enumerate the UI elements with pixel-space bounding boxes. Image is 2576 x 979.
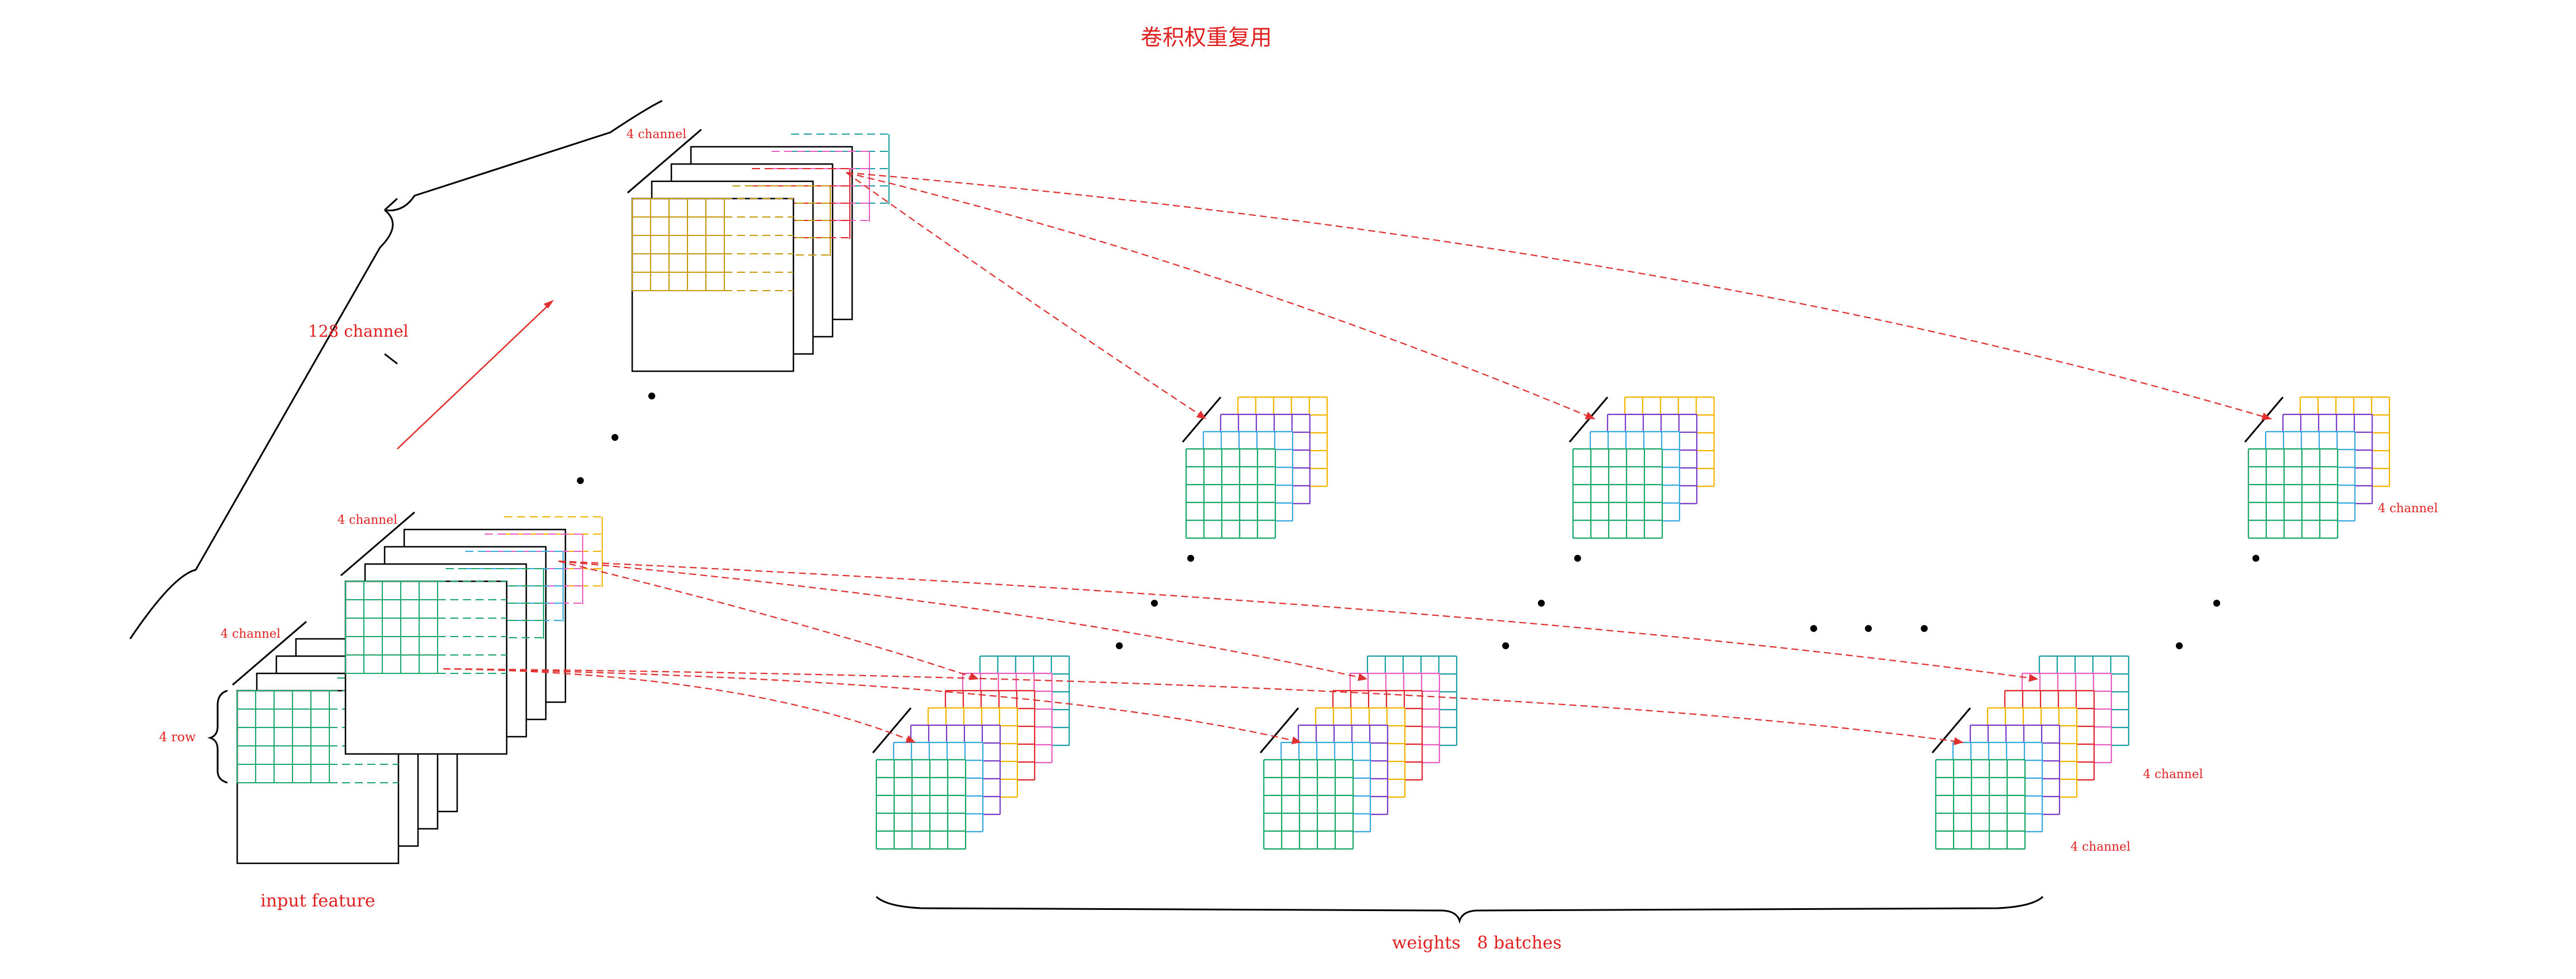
weight-grid [1263,759,1354,850]
weight-grid [1935,759,2026,850]
weight-grid [875,759,967,850]
label-128-channel: 128 channel [308,322,408,341]
weight-grid [2247,448,2339,539]
input-front-sheet [344,580,508,755]
weight-top-1 [1181,396,1328,539]
arrow-top-3 [846,172,2272,421]
ellipsis-dot [1574,555,1581,562]
weight-grid [1185,448,1276,539]
label-4-channel-d: 4 channel [2378,501,2438,515]
weight-bg [1264,760,1353,849]
row-brace [207,690,228,784]
ellipsis-dot [1865,625,1872,632]
ellipsis-dot [2176,642,2183,649]
weight-bg [1186,449,1275,538]
label-input-feature: input feature [260,891,375,911]
weight-bottom-2 [1259,655,1458,850]
arrow-front-3 [443,668,1964,745]
weight-top-2 [1568,396,1715,539]
input-group-top [627,128,890,372]
weight-bg [1573,449,1662,538]
ellipsis-dot [648,393,655,399]
weight-bottom-1 [872,655,1070,850]
input-grid [632,198,725,291]
label-4-channel-a: 4 channel [626,127,686,141]
channel-brace-128 [129,100,663,639]
ellipsis-dot [1151,600,1158,607]
ellipsis-dot [1810,625,1817,632]
weight-tensors [872,396,2391,850]
label-4-row: 4 row [159,730,196,745]
weight-bottom-3 [1931,655,2130,850]
ellipsis-dot [2252,555,2259,562]
weight-grid [1572,448,1663,539]
arrow-front-1 [443,668,916,744]
label-4-channel-e: 4 channel [2143,767,2203,781]
arrow-top-2 [846,172,1595,420]
input-grid [345,581,438,674]
input-front-sheet [631,197,795,372]
reuse-arrows [443,172,2272,745]
input-feature-groups [232,128,890,864]
arrow-mid-2 [558,560,1368,681]
weight-bg [876,760,966,849]
ellipsis-dot [1538,600,1545,607]
title: 卷积权重复用 [1141,25,1272,50]
weight-bg [1936,760,2025,849]
label-4-channel-c: 4 channel [221,627,280,641]
weight-top-3 [2244,396,2391,539]
ellipsis-dots [577,393,2259,649]
ellipsis-dot [1116,642,1123,649]
arrow-mid-1 [558,560,979,680]
input-group-middle [340,511,603,755]
arrow-front-2 [443,668,1302,745]
arrow-top-1 [846,172,1207,420]
weights-brace [875,896,2044,924]
ellipsis-dot [577,477,584,484]
label-weights: weights 8 batches [1392,933,1562,953]
label-4-channel-b: 4 channel [337,513,397,527]
label-4-channel-f: 4 channel [2070,840,2130,854]
ellipsis-dot [1187,555,1194,562]
ellipsis-dot [1921,625,1928,632]
direction-arrow [397,300,554,449]
input-grid [237,690,330,783]
ellipsis-dot [2213,600,2220,607]
weight-bg [2248,449,2338,538]
ellipsis-dot [611,434,618,441]
ellipsis-dot [1502,642,1509,649]
arrow-mid-3 [558,560,2039,682]
